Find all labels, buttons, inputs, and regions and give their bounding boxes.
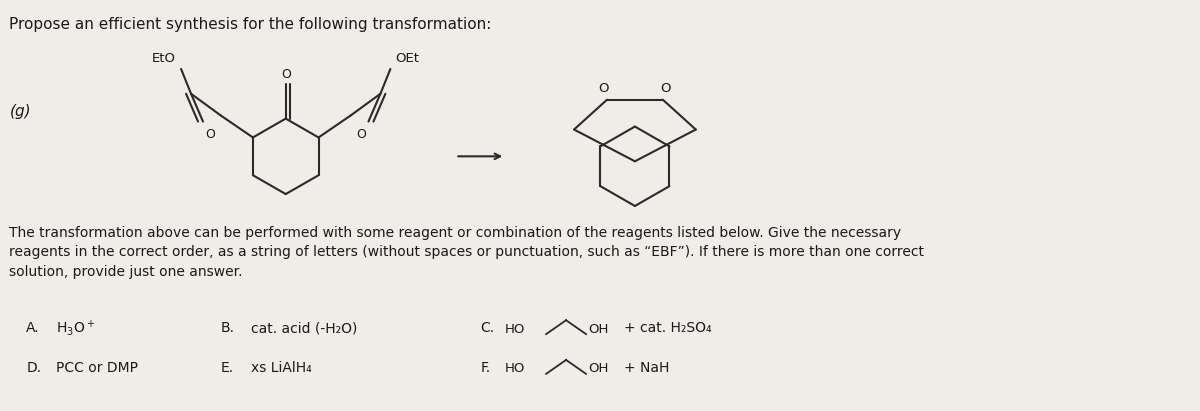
Text: E.: E. [221, 361, 234, 375]
Text: D.: D. [26, 361, 42, 375]
Text: H$_3$O$^+$: H$_3$O$^+$ [56, 318, 95, 338]
Text: (g): (g) [10, 104, 31, 119]
Text: Propose an efficient synthesis for the following transformation:: Propose an efficient synthesis for the f… [10, 17, 492, 32]
Text: O: O [205, 127, 215, 141]
Text: HO: HO [505, 323, 526, 336]
Text: O: O [281, 68, 290, 81]
Text: The transformation above can be performed with some reagent or combination of th: The transformation above can be performe… [10, 226, 924, 279]
Text: A.: A. [26, 321, 40, 335]
Text: HO: HO [505, 363, 526, 375]
Text: O: O [660, 82, 671, 95]
Text: O: O [356, 127, 366, 141]
Text: OH: OH [588, 323, 608, 336]
Text: + cat. H₂SO₄: + cat. H₂SO₄ [624, 321, 712, 335]
Text: F.: F. [480, 361, 491, 375]
Text: OH: OH [588, 363, 608, 375]
Text: EtO: EtO [152, 52, 176, 65]
Text: PCC or DMP: PCC or DMP [56, 361, 138, 375]
Text: OEt: OEt [395, 52, 419, 65]
Text: O: O [599, 82, 610, 95]
Text: B.: B. [221, 321, 235, 335]
Text: xs LiAlH₄: xs LiAlH₄ [251, 361, 312, 375]
Text: cat. acid (-H₂O): cat. acid (-H₂O) [251, 321, 358, 335]
Text: + NaH: + NaH [624, 361, 670, 375]
Text: C.: C. [480, 321, 494, 335]
